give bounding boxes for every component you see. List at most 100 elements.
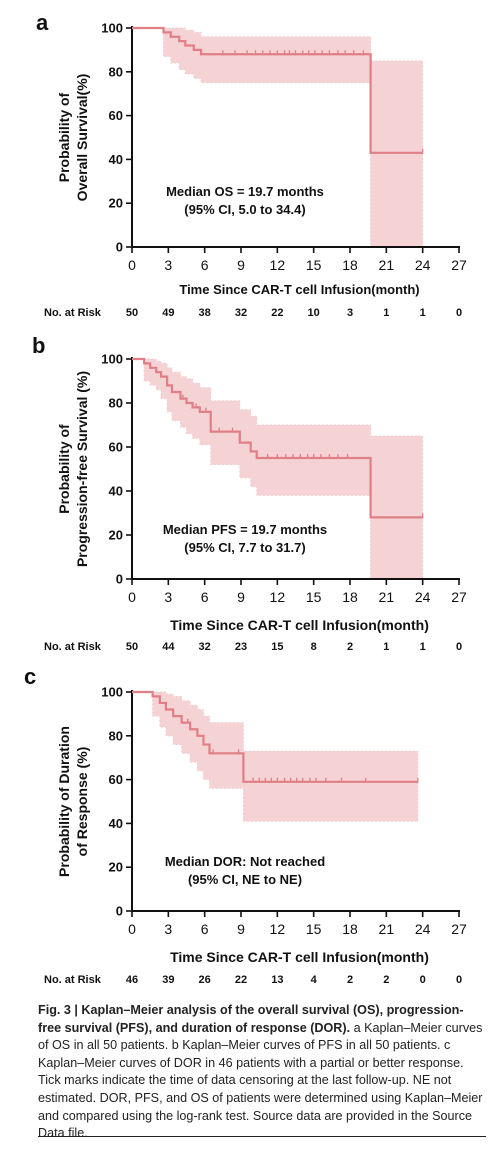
y-tick-label: 80 (109, 396, 123, 411)
median-annotation-b: (95% CI, 7.7 to 31.7) (184, 540, 305, 555)
y-tick-label: 60 (109, 440, 123, 455)
y-tick-label: 80 (109, 728, 123, 743)
panel-label-b: b (32, 333, 45, 358)
ci-band-c (132, 691, 419, 822)
risk-count-a: 1 (420, 307, 426, 319)
x-tick-label: 0 (128, 921, 136, 937)
median-annotation-b: Median PFS = 19.7 months (163, 522, 327, 537)
y-tick-label: 0 (116, 904, 123, 919)
x-tick-label: 6 (201, 921, 209, 937)
risk-count-c: 26 (199, 974, 211, 986)
x-tick-label: 18 (342, 257, 358, 273)
x-tick-label: 3 (164, 257, 172, 273)
x-tick-label: 9 (237, 257, 245, 273)
y-tick-label: 0 (116, 240, 123, 255)
y-axis-title-a: Overall Survival(%) (74, 74, 90, 202)
y-tick-label: 20 (109, 196, 123, 211)
risk-count-c: 2 (347, 974, 353, 986)
y-tick-label: 100 (101, 352, 123, 367)
x-tick-label: 24 (415, 589, 431, 605)
x-tick-label: 18 (342, 921, 358, 937)
km-curve-c (132, 690, 418, 783)
x-tick-label: 15 (306, 589, 322, 605)
risk-count-a: 22 (271, 307, 283, 319)
median-annotation-a: (95% CI, 5.0 to 34.4) (184, 202, 305, 217)
x-tick-label: 24 (415, 921, 431, 937)
risk-count-a: 50 (126, 307, 138, 319)
x-tick-label: 21 (379, 257, 395, 273)
x-axis-title-b: Time Since CAR-T cell Infusion(month) (170, 617, 429, 633)
risk-count-c: 46 (126, 974, 138, 986)
caption-body: a Kaplan–Meier curves of OS in all 50 pa… (38, 1020, 483, 1141)
x-tick-label: 0 (128, 257, 136, 273)
x-tick-label: 24 (415, 257, 431, 273)
x-tick-label: 27 (451, 257, 467, 273)
x-tick-label: 6 (201, 257, 209, 273)
x-tick-label: 21 (379, 921, 395, 937)
risk-count-b: 44 (162, 641, 175, 653)
risk-count-c: 0 (420, 974, 426, 986)
risk-count-b: 0 (456, 641, 462, 653)
y-tick-label: 20 (109, 528, 123, 543)
y-axis-title-c: Probability of Duration (56, 726, 72, 877)
panel-label-c: c (24, 664, 36, 689)
km-curve-b (132, 357, 423, 519)
x-tick-label: 9 (237, 921, 245, 937)
caption-title: Fig. 3 | Kaplan–Meier analysis of the ov… (38, 1003, 464, 1035)
y-tick-label: 80 (109, 64, 123, 79)
x-tick-label: 9 (237, 589, 245, 605)
y-tick-label: 40 (109, 484, 123, 499)
km-curve-a (132, 26, 423, 154)
risk-count-b: 23 (235, 641, 247, 653)
y-tick-label: 60 (109, 772, 123, 787)
y-axis-title-b: Progression-free Survival (%) (74, 371, 90, 567)
risk-count-a: 10 (308, 307, 320, 319)
risk-count-b: 1 (420, 641, 426, 653)
risk-count-a: 38 (199, 307, 211, 319)
x-tick-label: 3 (164, 921, 172, 937)
y-tick-label: 20 (109, 860, 123, 875)
median-annotation-c: (95% CI, NE to NE) (188, 872, 302, 887)
risk-count-a: 3 (347, 307, 353, 319)
risk-count-c: 22 (235, 974, 247, 986)
x-tick-label: 12 (270, 921, 286, 937)
y-axis-title-b: Probability of (56, 424, 72, 514)
y-axis-title-a: Probability of (56, 92, 72, 182)
x-tick-label: 3 (164, 589, 172, 605)
risk-count-b: 15 (271, 641, 283, 653)
risk-table-label-a: No. at Risk (44, 307, 102, 319)
risk-count-c: 0 (456, 974, 462, 986)
risk-count-b: 2 (347, 641, 353, 653)
y-tick-label: 40 (109, 152, 123, 167)
risk-count-a: 1 (383, 307, 389, 319)
risk-count-c: 4 (311, 974, 318, 986)
risk-count-b: 1 (383, 641, 389, 653)
x-tick-label: 21 (379, 589, 395, 605)
risk-count-c: 2 (383, 974, 389, 986)
x-tick-label: 6 (201, 589, 209, 605)
median-annotation-a: Median OS = 19.7 months (166, 184, 324, 199)
x-axis-title-c: Time Since CAR-T cell Infusion(month) (170, 949, 429, 965)
x-tick-label: 15 (306, 921, 322, 937)
x-tick-label: 15 (306, 257, 322, 273)
x-tick-label: 27 (451, 921, 467, 937)
risk-count-a: 0 (456, 307, 462, 319)
x-tick-label: 27 (451, 589, 467, 605)
median-annotation-c: Median DOR: Not reached (165, 854, 325, 869)
x-axis-title-a: Time Since CAR-T cell Infusion(month) (179, 282, 419, 297)
y-tick-label: 100 (101, 21, 123, 36)
x-tick-label: 18 (342, 589, 358, 605)
y-tick-label: 100 (101, 685, 123, 700)
x-tick-label: 0 (128, 589, 136, 605)
risk-table-label-c: No. at Risk (44, 974, 102, 986)
figure-caption: Fig. 3 | Kaplan–Meier analysis of the ov… (38, 1002, 486, 1143)
risk-count-a: 32 (235, 307, 247, 319)
y-axis-title-c: of Response (%) (74, 747, 90, 857)
y-tick-label: 60 (109, 108, 123, 123)
risk-count-a: 49 (162, 307, 174, 319)
risk-count-c: 13 (271, 974, 283, 986)
risk-count-b: 32 (199, 641, 211, 653)
risk-count-b: 50 (126, 641, 138, 653)
panel-label-a: a (36, 10, 49, 35)
